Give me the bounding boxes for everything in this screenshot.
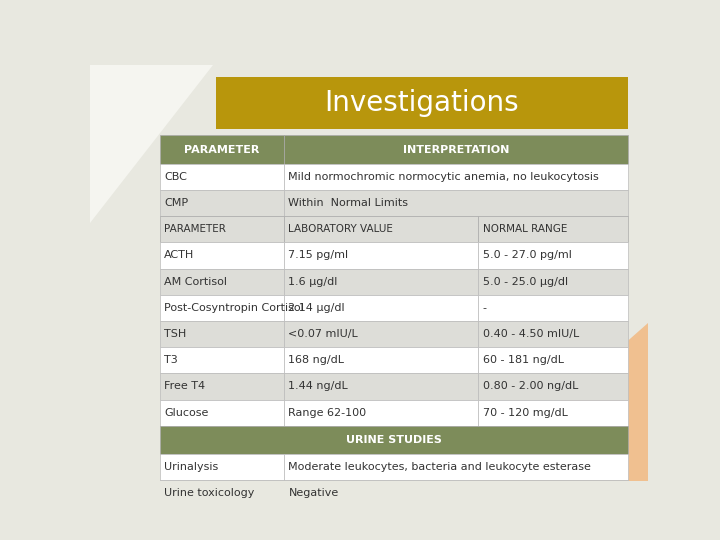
FancyBboxPatch shape: [284, 373, 479, 400]
FancyBboxPatch shape: [284, 136, 629, 164]
Text: Free T4: Free T4: [164, 381, 205, 391]
FancyBboxPatch shape: [479, 216, 629, 242]
Text: 1.44 ng/dL: 1.44 ng/dL: [289, 381, 348, 391]
FancyBboxPatch shape: [479, 400, 629, 426]
Text: <0.07 mIU/L: <0.07 mIU/L: [289, 329, 358, 339]
FancyBboxPatch shape: [160, 136, 284, 164]
Text: Investigations: Investigations: [325, 89, 519, 117]
FancyBboxPatch shape: [284, 347, 479, 373]
FancyBboxPatch shape: [284, 480, 629, 507]
FancyBboxPatch shape: [284, 400, 479, 426]
Text: LABORATORY VALUE: LABORATORY VALUE: [289, 224, 393, 234]
Text: 1.6 μg/dl: 1.6 μg/dl: [289, 276, 338, 287]
FancyBboxPatch shape: [479, 242, 629, 268]
FancyBboxPatch shape: [284, 268, 479, 295]
Text: 168 ng/dL: 168 ng/dL: [289, 355, 344, 365]
FancyBboxPatch shape: [479, 373, 629, 400]
FancyBboxPatch shape: [284, 164, 629, 190]
Text: 5.0 - 27.0 pg/ml: 5.0 - 27.0 pg/ml: [483, 251, 572, 260]
FancyBboxPatch shape: [479, 347, 629, 373]
FancyBboxPatch shape: [479, 321, 629, 347]
Text: 5.0 - 25.0 μg/dl: 5.0 - 25.0 μg/dl: [483, 276, 568, 287]
FancyBboxPatch shape: [160, 480, 284, 507]
FancyBboxPatch shape: [284, 295, 479, 321]
Text: Post-Cosyntropin Cortisol: Post-Cosyntropin Cortisol: [164, 303, 304, 313]
Text: Moderate leukocytes, bacteria and leukocyte esterase: Moderate leukocytes, bacteria and leukoc…: [289, 462, 591, 472]
FancyBboxPatch shape: [284, 190, 629, 216]
Text: Negative: Negative: [289, 488, 338, 498]
FancyBboxPatch shape: [284, 216, 479, 242]
FancyBboxPatch shape: [479, 268, 629, 295]
FancyBboxPatch shape: [160, 242, 284, 268]
Text: AM Cortisol: AM Cortisol: [164, 276, 228, 287]
FancyBboxPatch shape: [160, 216, 284, 242]
FancyBboxPatch shape: [160, 295, 284, 321]
Text: PARAMETER: PARAMETER: [184, 145, 259, 154]
FancyBboxPatch shape: [284, 454, 629, 480]
FancyBboxPatch shape: [160, 426, 629, 454]
Text: T3: T3: [164, 355, 178, 365]
Text: 0.80 - 2.00 ng/dL: 0.80 - 2.00 ng/dL: [483, 381, 578, 391]
Text: 60 - 181 ng/dL: 60 - 181 ng/dL: [483, 355, 564, 365]
FancyBboxPatch shape: [160, 321, 284, 347]
FancyBboxPatch shape: [284, 321, 479, 347]
Polygon shape: [469, 322, 648, 481]
Text: Mild normochromic normocytic anemia, no leukocytosis: Mild normochromic normocytic anemia, no …: [289, 172, 599, 182]
Text: Glucose: Glucose: [164, 408, 209, 417]
Text: TSH: TSH: [164, 329, 186, 339]
FancyBboxPatch shape: [160, 454, 284, 480]
Text: Range 62-100: Range 62-100: [289, 408, 366, 417]
Text: -: -: [483, 303, 487, 313]
FancyBboxPatch shape: [479, 295, 629, 321]
FancyBboxPatch shape: [160, 190, 284, 216]
Text: 0.40 - 4.50 mIU/L: 0.40 - 4.50 mIU/L: [483, 329, 579, 339]
Text: 70 - 120 mg/dL: 70 - 120 mg/dL: [483, 408, 568, 417]
Text: 7.15 pg/ml: 7.15 pg/ml: [289, 251, 348, 260]
FancyBboxPatch shape: [160, 400, 284, 426]
Text: ACTH: ACTH: [164, 251, 194, 260]
Text: PARAMETER: PARAMETER: [164, 224, 226, 234]
Text: NORMAL RANGE: NORMAL RANGE: [483, 224, 567, 234]
Text: Within  Normal Limits: Within Normal Limits: [289, 198, 408, 208]
Polygon shape: [90, 65, 213, 223]
Text: INTERPRETATION: INTERPRETATION: [403, 145, 510, 154]
Text: 2.14 μg/dl: 2.14 μg/dl: [289, 303, 345, 313]
FancyBboxPatch shape: [215, 77, 629, 129]
FancyBboxPatch shape: [160, 373, 284, 400]
Text: URINE STUDIES: URINE STUDIES: [346, 435, 442, 445]
FancyBboxPatch shape: [160, 347, 284, 373]
FancyBboxPatch shape: [284, 242, 479, 268]
Text: CMP: CMP: [164, 198, 189, 208]
Text: Urine toxicology: Urine toxicology: [164, 488, 255, 498]
Text: Urinalysis: Urinalysis: [164, 462, 218, 472]
Text: CBC: CBC: [164, 172, 187, 182]
FancyBboxPatch shape: [160, 268, 284, 295]
FancyBboxPatch shape: [160, 164, 284, 190]
